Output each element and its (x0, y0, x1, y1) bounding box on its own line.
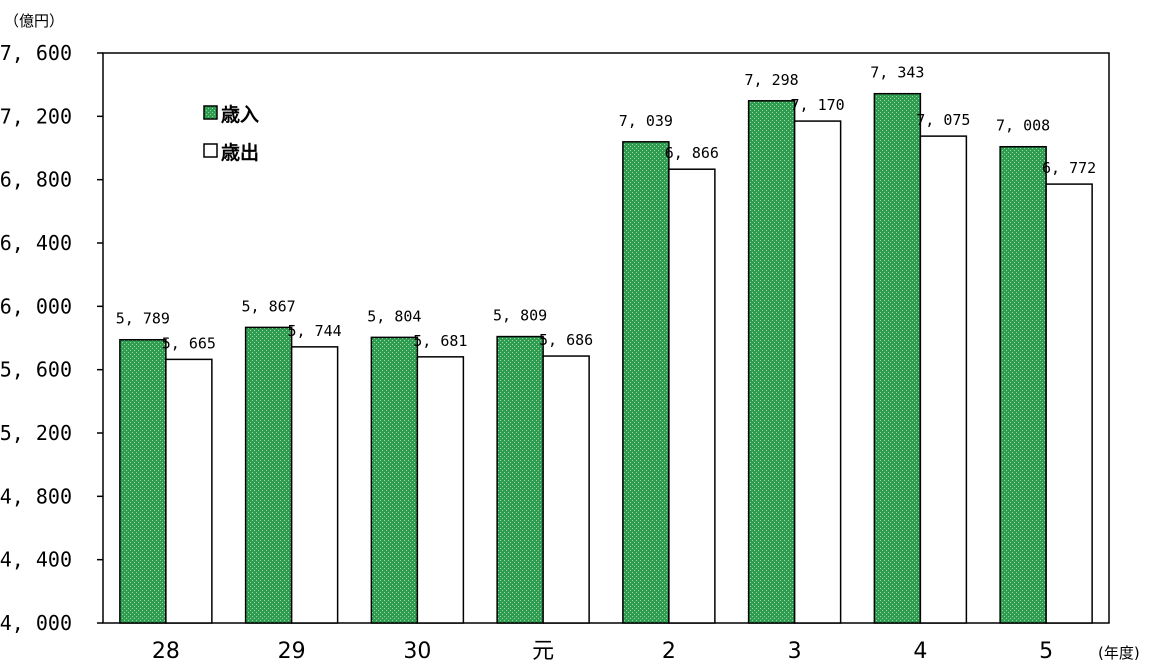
y-tick-label: 6, 000 (0, 294, 72, 318)
data-label-expenditure: 5, 686 (539, 331, 593, 349)
bar-expenditure (668, 168, 716, 624)
data-label-revenue: 7, 008 (996, 117, 1050, 135)
x-axis-categories: 28 29 30 元 2 3 4 5 (152, 639, 1053, 664)
data-label-revenue: 7, 343 (870, 64, 924, 82)
y-axis-ticks: 4, 000 4, 400 4, 800 5, 200 5, 600 6, 000 6, 4… (0, 41, 103, 635)
bars (119, 92, 1093, 624)
data-labels: 5, 789 5, 665 5, 867 5, 744 5, 804 5, 681 5, 8… (116, 64, 1096, 353)
bar-revenue (622, 141, 670, 624)
data-label-expenditure: 7, 170 (791, 96, 845, 114)
data-label-revenue: 5, 804 (367, 307, 421, 325)
x-category-label: 5 (1039, 639, 1053, 664)
bar-expenditure (793, 120, 842, 624)
legend-swatch-expenditure (203, 143, 218, 158)
bar-revenue (873, 92, 922, 624)
bar-revenue (244, 326, 293, 624)
data-label-expenditure: 5, 665 (162, 334, 216, 352)
y-tick-label: 6, 800 (0, 168, 72, 192)
bar-expenditure (165, 358, 213, 624)
bar-expenditure (416, 356, 465, 624)
data-label-revenue: 5, 867 (242, 297, 296, 315)
data-label-expenditure: 5, 744 (288, 322, 342, 340)
y-tick-label: 4, 000 (0, 611, 72, 635)
legend-swatch-revenue (203, 105, 218, 120)
x-category-label: 元 (532, 639, 554, 664)
y-tick-label: 4, 800 (0, 484, 72, 508)
y-tick-label: 5, 200 (0, 421, 72, 445)
y-tick-label: 7, 200 (0, 104, 72, 128)
bar-revenue (496, 335, 544, 624)
data-label-expenditure: 5, 681 (413, 332, 467, 350)
data-label-expenditure: 6, 772 (1042, 159, 1096, 177)
bar-revenue (119, 338, 167, 624)
x-category-label: 2 (662, 639, 676, 664)
x-category-label: 4 (913, 639, 927, 664)
bar-revenue (370, 336, 419, 624)
y-tick-label: 5, 600 (0, 358, 72, 382)
data-label-expenditure: 7, 075 (916, 111, 970, 129)
bar-revenue (999, 145, 1047, 624)
bar-expenditure (1045, 183, 1093, 624)
legend-label-revenue: 歳入 (221, 104, 259, 126)
x-axis-unit: (年度) (1098, 644, 1140, 662)
y-tick-label: 7, 600 (0, 41, 72, 65)
data-label-revenue: 5, 789 (116, 310, 170, 328)
x-category-label: 29 (278, 639, 306, 664)
legend-label-expenditure: 歳出 (221, 141, 259, 164)
y-tick-label: 4, 400 (0, 548, 72, 572)
x-category-label: 28 (152, 639, 180, 664)
y-axis-unit: （億円） (4, 12, 64, 30)
data-label-expenditure: 6, 866 (665, 144, 719, 162)
bar-revenue (747, 100, 796, 624)
data-label-revenue: 5, 809 (493, 307, 547, 325)
y-tick-label: 6, 400 (0, 231, 72, 255)
legend: 歳入 歳出 (203, 104, 259, 164)
bar-expenditure (290, 346, 339, 624)
bar-expenditure (919, 135, 968, 624)
x-category-label: 3 (788, 639, 802, 664)
data-label-revenue: 7, 298 (745, 71, 799, 89)
data-label-revenue: 7, 039 (619, 112, 673, 130)
bar-expenditure (542, 355, 590, 624)
x-category-label: 30 (403, 639, 431, 664)
